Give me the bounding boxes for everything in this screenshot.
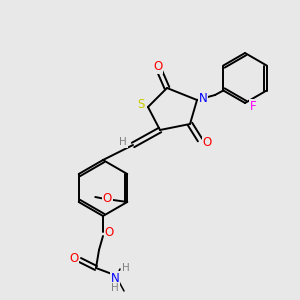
Text: O: O (69, 253, 79, 266)
Text: O: O (153, 61, 163, 74)
Text: N: N (111, 272, 119, 284)
Text: F: F (250, 100, 256, 112)
Text: H: H (111, 283, 119, 293)
Text: S: S (137, 98, 145, 112)
Text: O: O (202, 136, 211, 148)
Text: O: O (103, 193, 112, 206)
Text: O: O (104, 226, 114, 239)
Text: N: N (199, 92, 208, 104)
Text: H: H (122, 263, 130, 273)
Text: H: H (119, 137, 127, 147)
